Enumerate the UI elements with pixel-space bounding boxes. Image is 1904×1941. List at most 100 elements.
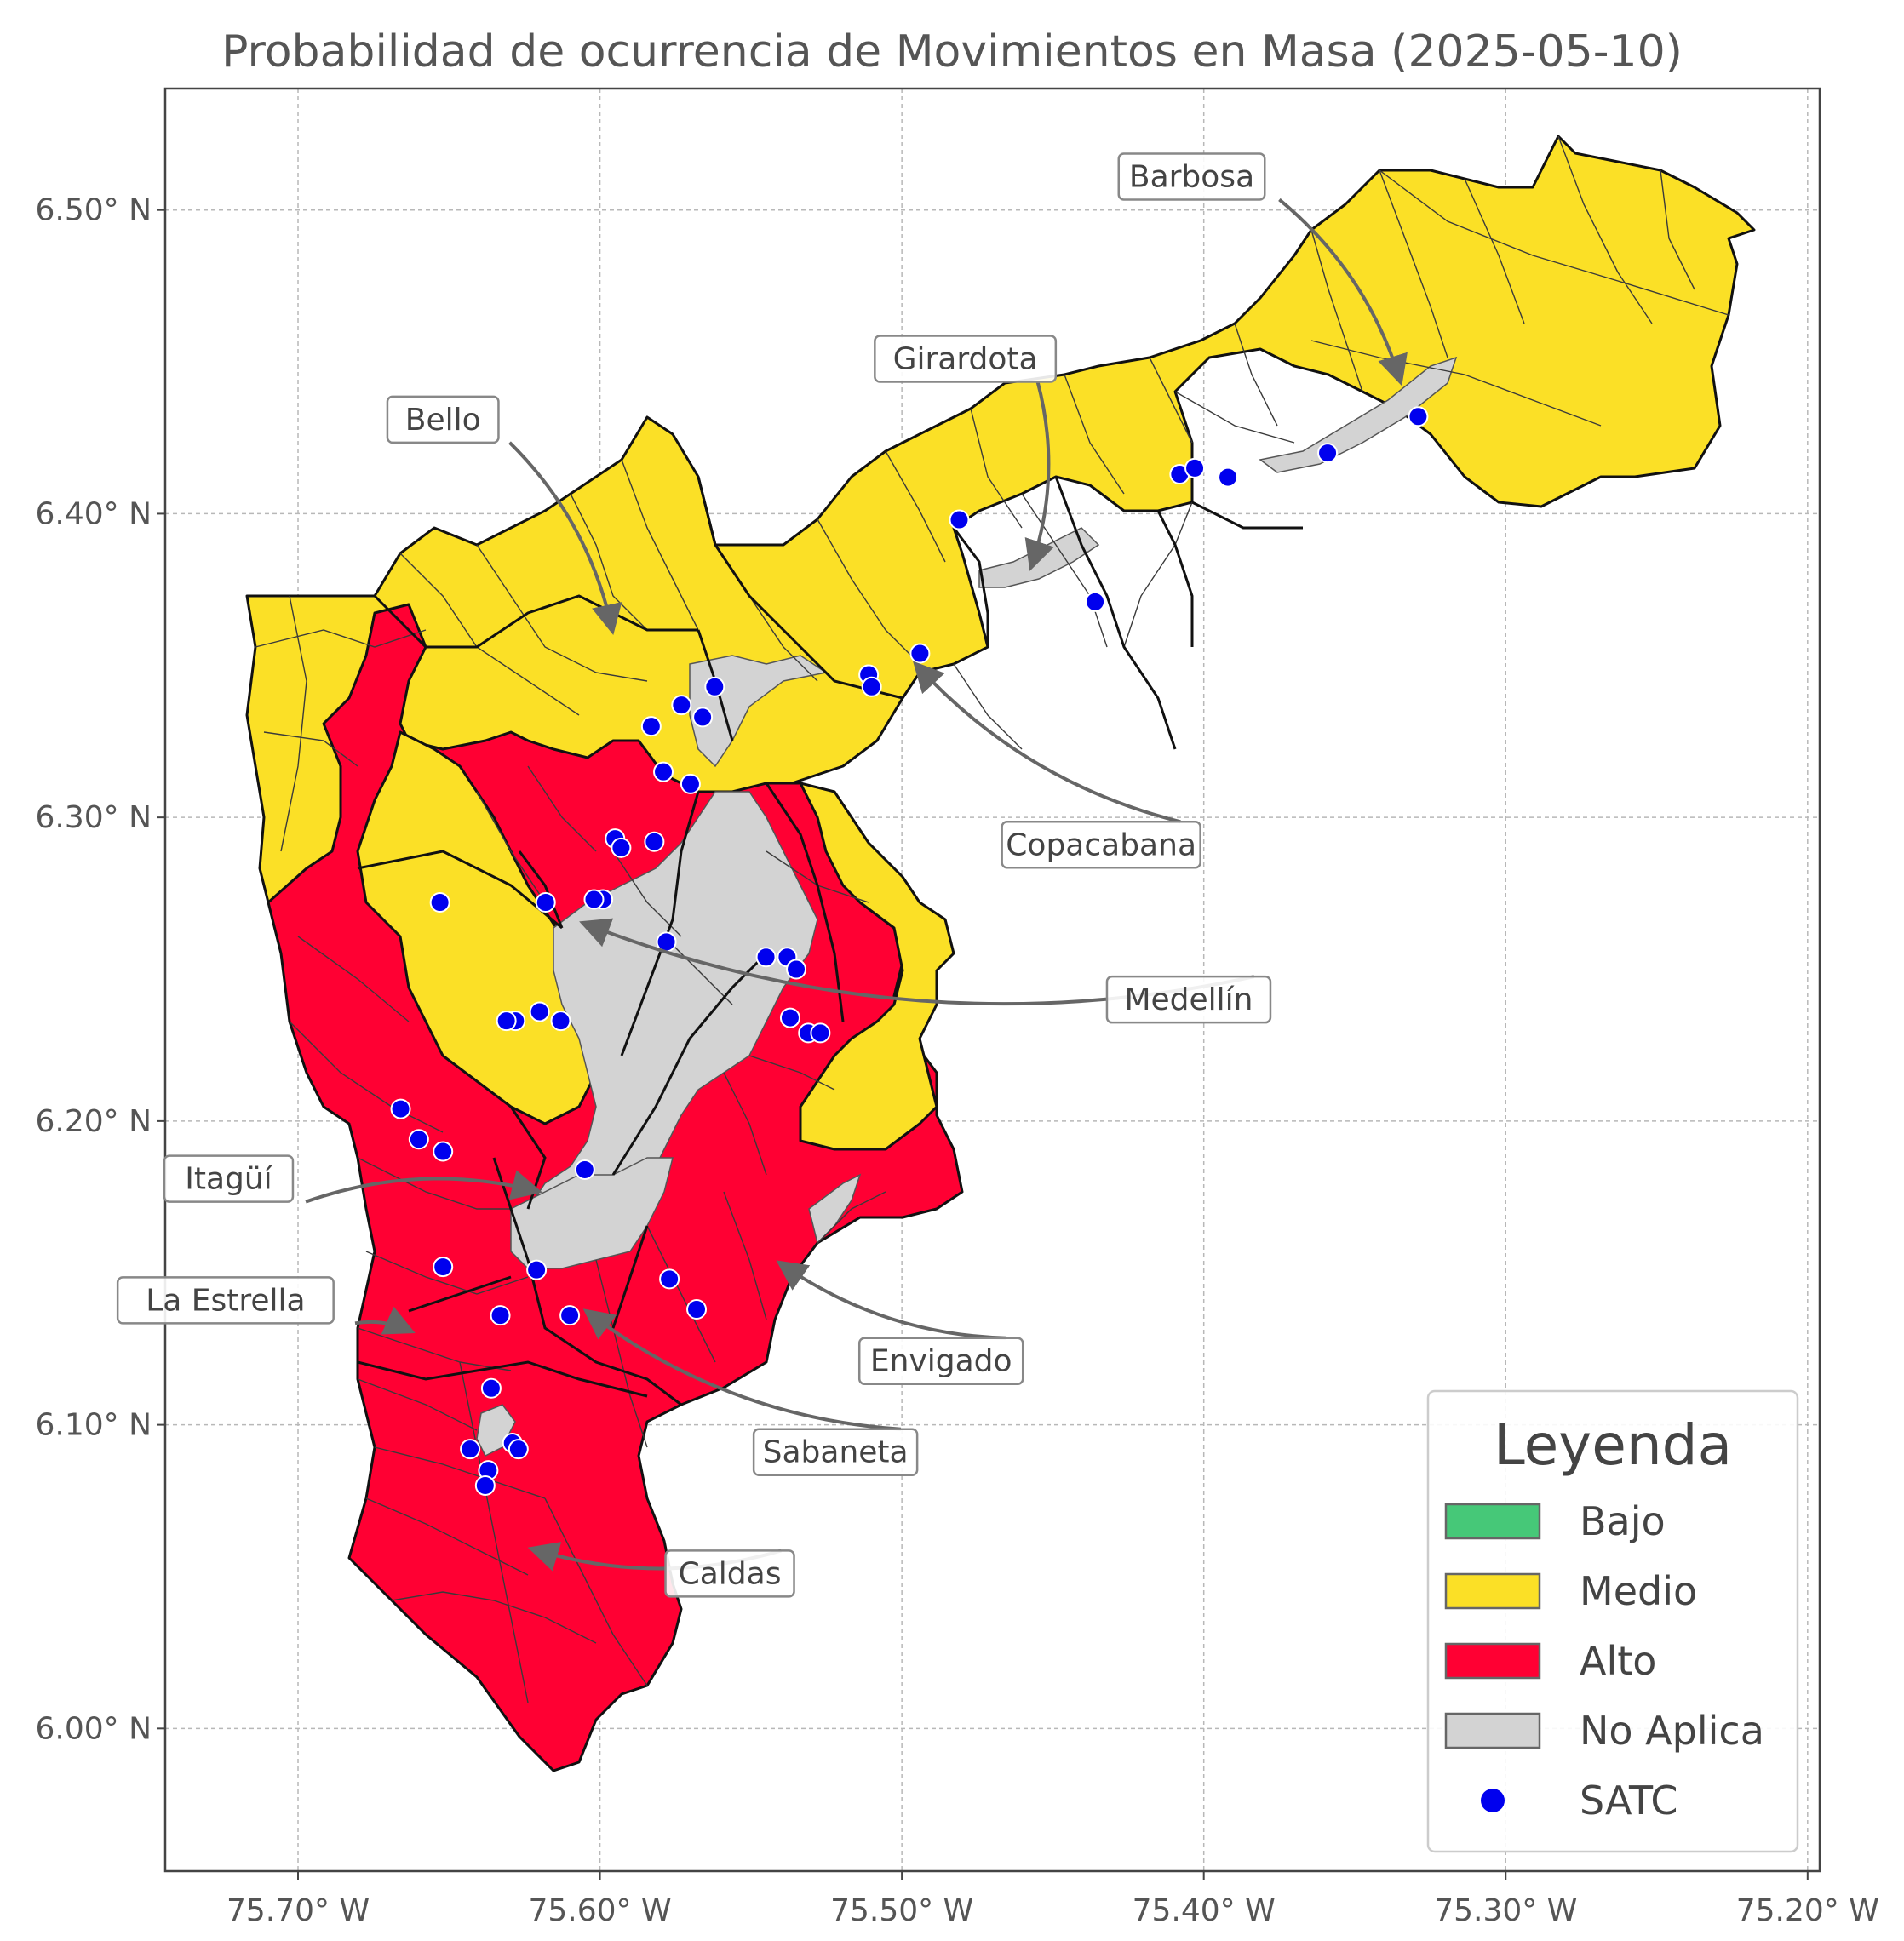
callout-arrow — [776, 1260, 1007, 1340]
callout-arrow — [1024, 381, 1054, 571]
legend-item-alto: Alto — [1444, 1638, 1656, 1684]
callout-label: Caldas — [679, 1556, 782, 1591]
satc-point — [1218, 467, 1239, 488]
callout-arrow — [354, 1306, 416, 1335]
satc-point — [640, 716, 662, 737]
callout-label: Copacabana — [1006, 827, 1196, 862]
satc-point — [611, 837, 632, 858]
satc-point — [692, 707, 714, 728]
legend-label: Alto — [1580, 1638, 1656, 1684]
satc-point — [659, 1268, 680, 1290]
callout-itag: Itagüí — [163, 1154, 543, 1204]
callout-box — [116, 1276, 335, 1325]
satc-point — [786, 959, 807, 980]
legend-label: Medio — [1580, 1568, 1697, 1614]
y-tick-label: 6.40° N — [35, 496, 152, 531]
satc-point — [433, 1141, 454, 1162]
y-tick-label: 6.30° N — [35, 800, 152, 835]
y-axis-ticks: 6.50° N 6.40° N 6.30° N 6.20° N 6.10° N 6.00°… — [35, 193, 165, 1746]
municipio-callouts: Barbosa Girardota Bello Copacabana Medellín I… — [116, 152, 1408, 1598]
callout-label: Barbosa — [1129, 159, 1254, 194]
callout-box — [752, 1428, 919, 1476]
x-tick-label: 75.30° W — [1434, 1893, 1577, 1928]
legend-swatch — [1444, 1642, 1541, 1680]
satc-point — [644, 831, 665, 852]
legend-label: No Aplica — [1580, 1708, 1764, 1754]
callout-label: Sabaneta — [763, 1435, 909, 1470]
x-tick-label: 75.50° W — [830, 1893, 973, 1928]
legend-title: Leyenda — [1494, 1412, 1732, 1478]
urban-caldas — [476, 1404, 516, 1457]
callout-arrow — [508, 441, 622, 636]
callout-label: Itagüí — [185, 1162, 272, 1197]
callout-girardota: Girardota — [874, 335, 1058, 571]
callout-arrow — [305, 1170, 543, 1204]
satc-point — [909, 643, 931, 664]
satc-point — [559, 1305, 581, 1326]
callout-box — [163, 1154, 295, 1203]
callout-box — [857, 1337, 1024, 1385]
satc-point — [653, 761, 674, 782]
callout-copacabana: Copacabana — [912, 661, 1201, 869]
callout-medell-n: Medellín — [579, 918, 1272, 1024]
callout-box — [1001, 821, 1201, 869]
callout-label: Girardota — [893, 341, 1038, 376]
satc-point — [779, 1007, 800, 1028]
x-tick-label: 75.70° W — [227, 1893, 370, 1928]
satc-point — [474, 1474, 496, 1496]
satc-point — [1408, 406, 1429, 427]
callout-box — [874, 335, 1058, 383]
satc-point — [480, 1377, 502, 1399]
satc-point — [460, 1439, 481, 1460]
axes-frame — [163, 87, 1821, 1873]
satc-point — [529, 1001, 550, 1022]
legend-swatch — [1444, 1572, 1541, 1610]
callout-box — [664, 1549, 795, 1598]
region-medio-southeast — [799, 782, 955, 1151]
legend-label: SATC — [1580, 1778, 1677, 1824]
legend-marker — [1481, 1789, 1505, 1812]
callout-caldas: Caldas — [527, 1542, 795, 1598]
callout-label: La Estrella — [146, 1283, 305, 1318]
y-tick-label: 6.50° N — [35, 193, 152, 228]
satc-point — [550, 1011, 571, 1032]
satc-point — [496, 1011, 517, 1032]
satc-point — [490, 1305, 511, 1326]
satc-point — [861, 676, 882, 697]
callout-la-estrella: La Estrella — [116, 1276, 416, 1335]
satc-point — [583, 889, 605, 910]
callout-arrow — [582, 1308, 902, 1431]
x-tick-label: 75.40° W — [1133, 1893, 1276, 1928]
legend-label: Bajo — [1580, 1498, 1666, 1544]
x-tick-label: 75.60° W — [529, 1893, 672, 1928]
satc-point — [1317, 443, 1339, 464]
y-tick-label: 6.20° N — [35, 1104, 152, 1139]
legend-item-bajo: Bajo — [1444, 1498, 1666, 1544]
satc-point — [526, 1259, 548, 1280]
satc-point — [390, 1098, 411, 1119]
municipio-boundaries — [357, 476, 1303, 1406]
satc-points — [390, 406, 1429, 1496]
callout-box — [386, 395, 500, 444]
legend-item-satc: SATC — [1481, 1778, 1677, 1824]
callout-bello: Bello — [386, 395, 622, 636]
satc-point — [686, 1299, 708, 1320]
map-title: Probabilidad de ocurrencia de Movimiento… — [221, 26, 1683, 77]
satc-point — [429, 892, 450, 913]
legend-swatch — [1444, 1712, 1541, 1749]
callout-arrow — [1278, 198, 1408, 386]
satc-point — [433, 1257, 454, 1278]
legend-item-medio: Medio — [1444, 1568, 1697, 1614]
callout-label: Envigado — [870, 1344, 1012, 1379]
y-tick-label: 6.00° N — [35, 1711, 152, 1746]
satc-point — [680, 773, 701, 794]
callout-box — [1105, 975, 1272, 1024]
satc-point — [535, 892, 556, 913]
legend: Leyenda Bajo Medio Alto No Aplica SATC — [1426, 1389, 1799, 1853]
satc-point — [810, 1022, 831, 1044]
legend-item-no-aplica: No Aplica — [1444, 1708, 1764, 1754]
satc-point — [671, 695, 692, 716]
satc-point — [949, 509, 970, 530]
y-tick-label: 6.10° N — [35, 1408, 152, 1443]
